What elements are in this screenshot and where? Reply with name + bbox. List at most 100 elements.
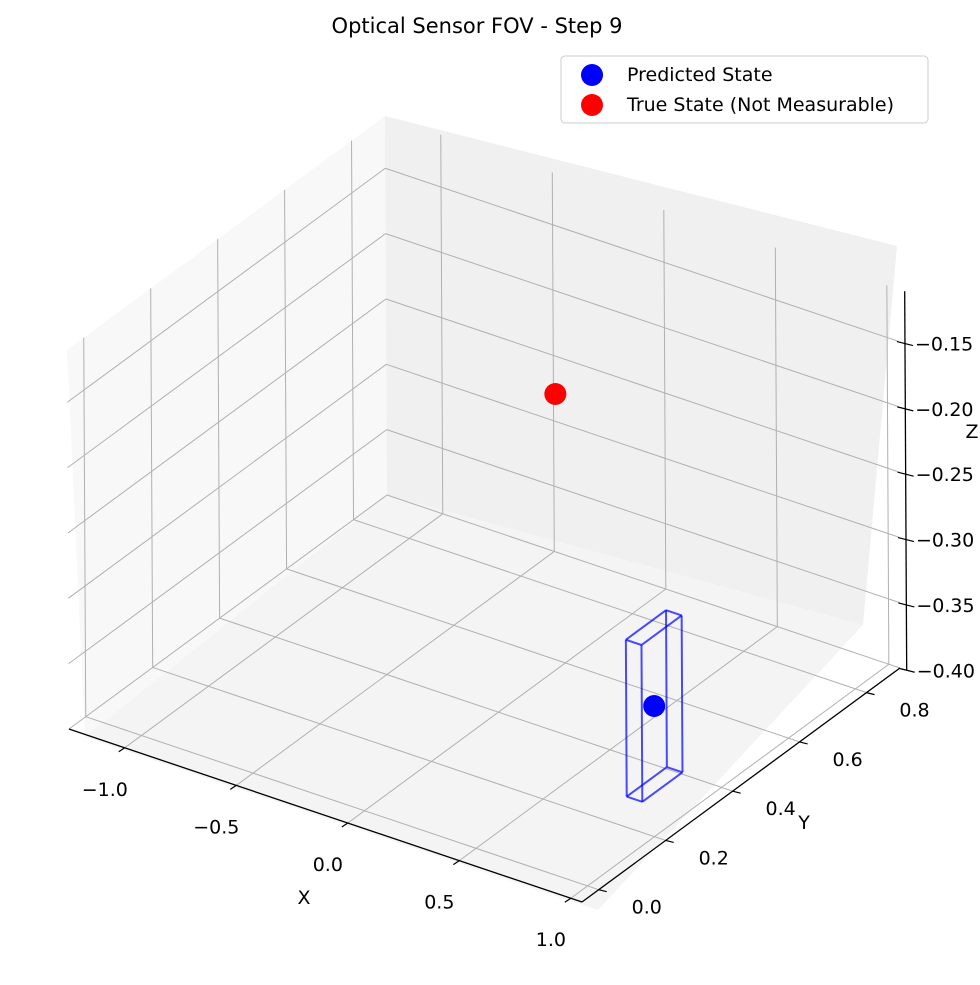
z-grid-left-4 — [68, 429, 387, 665]
legend-marker-predicted — [581, 64, 603, 86]
z-axis-label: Z — [965, 421, 978, 443]
y-grid-wall-0 — [83, 337, 87, 717]
x-tick-2 — [341, 822, 349, 828]
y-tick-4 — [866, 692, 875, 696]
x-grid-floor-4 — [570, 663, 890, 899]
x-tick-label-1: −0.5 — [193, 816, 239, 838]
fov-edge-11 — [680, 615, 684, 773]
x-tick-4 — [564, 897, 572, 903]
fov-edge-9 — [641, 771, 684, 803]
fov-edge-7 — [665, 609, 682, 617]
x-axis-line — [68, 728, 583, 903]
z-tick-label-4: −0.35 — [916, 595, 974, 617]
y-tick-label-1: 0.2 — [699, 847, 729, 869]
x-tick-label-0: −1.0 — [82, 779, 128, 801]
x-tick-label-4: 1.0 — [536, 929, 566, 951]
y-grid-floor-3 — [286, 568, 800, 743]
x-grid-wall-0 — [440, 134, 444, 514]
fov-edge-8 — [640, 645, 644, 802]
x-tick-3 — [452, 860, 460, 866]
tick-labels: −1.0 −0.5 0.0 0.5 1.0 0.0 0.2 0.4 0.6 0.8 −0.15 −0.… — [82, 334, 975, 952]
legend-frame — [560, 55, 929, 124]
fov-edge-6 — [666, 766, 683, 774]
z-grid-back-1 — [385, 233, 899, 408]
y-tick-label-0: 0.0 — [632, 897, 662, 919]
z-tick-0 — [896, 340, 914, 347]
z-axis-line — [904, 291, 908, 671]
floor-pane — [85, 495, 863, 910]
z-tick-4 — [898, 602, 915, 608]
panes — [67, 116, 897, 910]
x-grid-floor-1 — [235, 551, 555, 786]
legend-label-predicted: Predicted State — [627, 64, 773, 86]
x-axis-label: X — [297, 887, 310, 909]
x-tick-label-3: 0.5 — [424, 892, 454, 914]
y-tick-label-2: 0.4 — [766, 798, 796, 820]
x-grid-wall-3 — [774, 247, 778, 627]
fov-edge-2 — [626, 795, 643, 803]
x-grid-floor-2 — [347, 588, 667, 824]
y-grid-floor-0 — [85, 716, 599, 891]
z-grid-left-3 — [68, 363, 387, 599]
y-axis-line — [581, 667, 901, 903]
z-tick-3 — [897, 536, 915, 543]
y-grid-wall-3 — [284, 189, 288, 569]
z-tick-label-1: −0.20 — [915, 399, 973, 421]
z-grid-back-4 — [386, 429, 900, 604]
z-tick-label-5: −0.40 — [917, 660, 975, 682]
x-grid-wall-1 — [551, 172, 555, 552]
back-pane-y — [385, 116, 897, 625]
z-grid-back-2 — [385, 298, 900, 473]
legend-marker-true — [581, 94, 603, 116]
z-tick-label-0: −0.15 — [915, 334, 973, 356]
z-grid-back-5 — [386, 494, 901, 669]
x-tick-1 — [229, 784, 237, 790]
fov-edge-0 — [624, 639, 628, 797]
y-tick-1 — [665, 839, 674, 844]
fov-edge-10 — [640, 614, 683, 646]
z-grid-back-3 — [386, 363, 900, 538]
point-true-0 — [544, 382, 567, 405]
fov-edge-4 — [625, 638, 642, 646]
x-tick-label-2: 0.0 — [313, 854, 343, 876]
y-grid-floor-1 — [152, 666, 666, 841]
y-tick-0 — [598, 889, 607, 893]
point-predicted-0 — [643, 695, 666, 718]
x-grid-floor-3 — [459, 626, 778, 862]
y-grid-wall-2 — [217, 239, 221, 619]
x-grid-wall-2 — [663, 210, 667, 590]
z-tick-5 — [898, 667, 915, 673]
axis-lines — [68, 291, 908, 903]
grid-lines — [66, 134, 901, 899]
x-grid-wall-4 — [886, 285, 890, 665]
z-tick-2 — [897, 471, 914, 477]
z-grid-left-0 — [66, 167, 386, 403]
y-axis-label: Y — [797, 812, 810, 834]
back-pane-x — [67, 116, 387, 737]
z-grid-back-0 — [385, 167, 899, 342]
y-grid-floor-4 — [353, 519, 867, 694]
y-tick-label-4: 0.8 — [899, 700, 929, 722]
z-tick-label-3: −0.30 — [916, 530, 974, 552]
y-grid-wall-1 — [150, 288, 154, 668]
y-tick-2 — [732, 790, 741, 794]
fov-box — [624, 609, 684, 803]
legend: Predicted State True State (Not Measurab… — [560, 55, 929, 124]
data-points — [544, 382, 666, 718]
z-grid-left-5 — [68, 494, 388, 730]
y-grid-wall-4 — [351, 140, 355, 520]
z-grid-left-2 — [67, 298, 387, 534]
x-tick-0 — [118, 747, 126, 753]
y-grid-floor-2 — [219, 617, 733, 792]
fov-edge-1 — [626, 766, 668, 798]
y-tick-label-3: 0.6 — [832, 749, 862, 771]
z-tick-1 — [897, 406, 914, 412]
y-tick-3 — [799, 741, 808, 745]
z-grid-left-1 — [67, 233, 386, 469]
fov-edge-3 — [625, 609, 667, 641]
x-grid-floor-0 — [124, 513, 444, 749]
z-tick-label-2: −0.25 — [916, 464, 974, 486]
chart-title: Optical Sensor FOV - Step 9 — [332, 14, 623, 38]
legend-label-true: True State (Not Measurable) — [626, 94, 894, 116]
